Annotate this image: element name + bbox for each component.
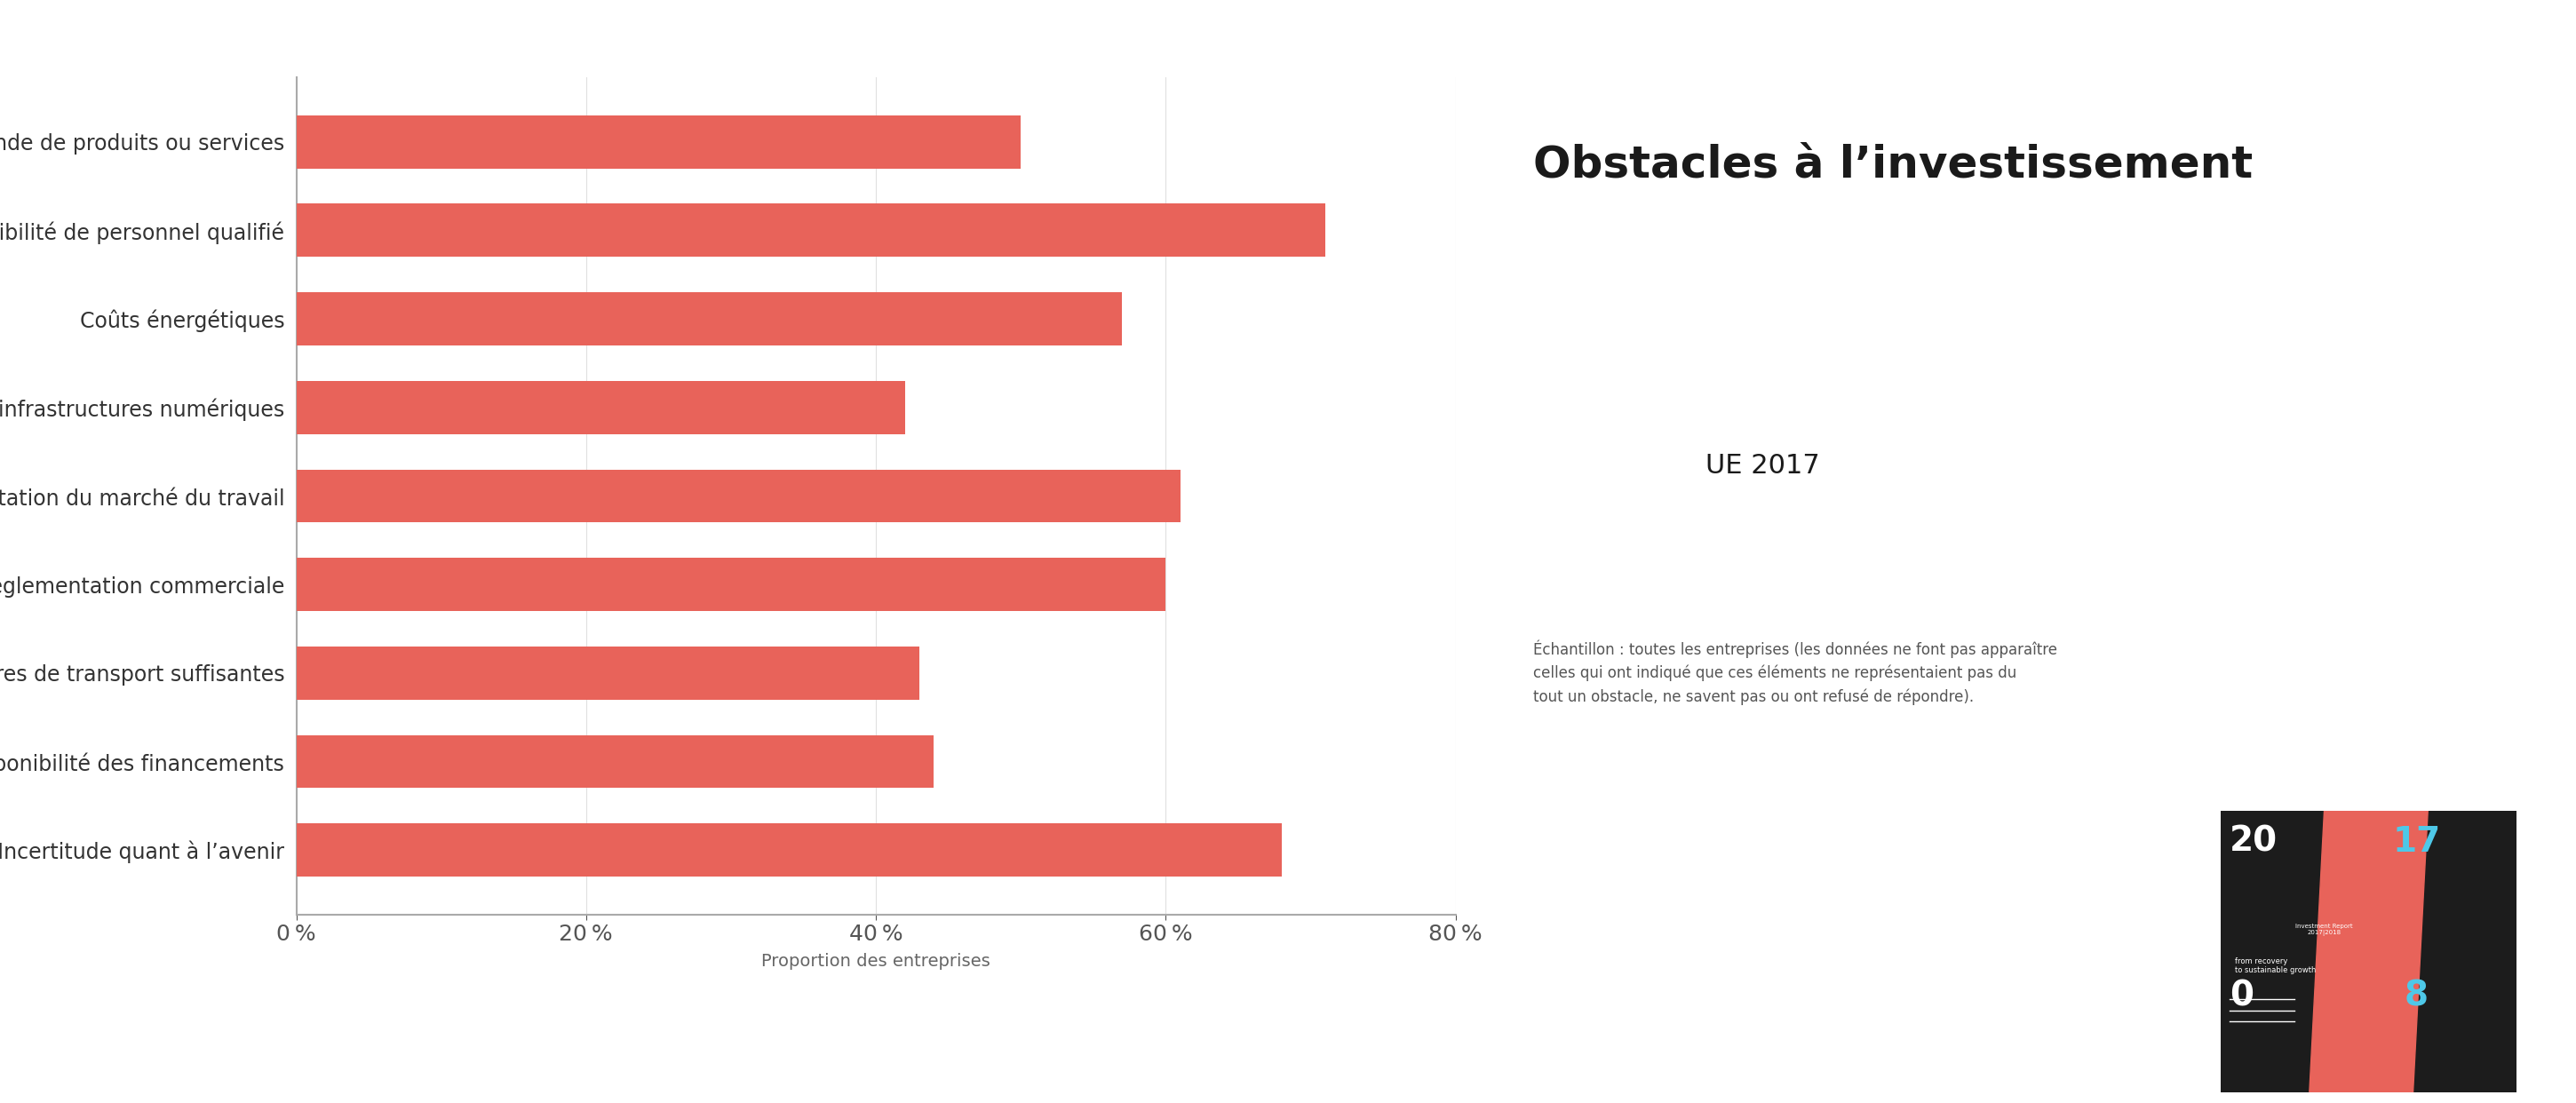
Bar bbox=[296, 824, 1283, 877]
Text: #EIBInvestmentReport: #EIBInvestmentReport bbox=[64, 1015, 636, 1058]
Text: 1: 1 bbox=[2326, 979, 2352, 1014]
Text: Investment Report
2017|2018: Investment Report 2017|2018 bbox=[2295, 923, 2352, 935]
Bar bbox=[296, 470, 1180, 523]
Text: from recovery
to sustainable growth: from recovery to sustainable growth bbox=[2236, 957, 2316, 974]
Text: www.eib.org/investmentreport: www.eib.org/investmentreport bbox=[1494, 1015, 2169, 1058]
Text: Obstacles à l’investissement: Obstacles à l’investissement bbox=[1533, 143, 2251, 186]
Bar bbox=[296, 204, 1324, 257]
Bar bbox=[296, 381, 904, 433]
Text: 20: 20 bbox=[2228, 825, 2277, 858]
Bar bbox=[296, 735, 933, 788]
Bar bbox=[296, 292, 1123, 345]
Bar bbox=[296, 646, 920, 699]
Bar bbox=[296, 558, 1167, 611]
Text: Échantillon : toutes les entreprises (les données ne font pas apparaître
celles : Échantillon : toutes les entreprises (le… bbox=[1533, 640, 2056, 705]
Polygon shape bbox=[2308, 811, 2427, 1092]
Text: 8: 8 bbox=[2403, 979, 2429, 1014]
X-axis label: Proportion des entreprises: Proportion des entreprises bbox=[762, 953, 989, 970]
Bar bbox=[296, 116, 1020, 169]
Text: 0: 0 bbox=[2228, 979, 2254, 1014]
Text: 17: 17 bbox=[2393, 825, 2439, 858]
Text: UE 2017: UE 2017 bbox=[1705, 453, 1819, 479]
